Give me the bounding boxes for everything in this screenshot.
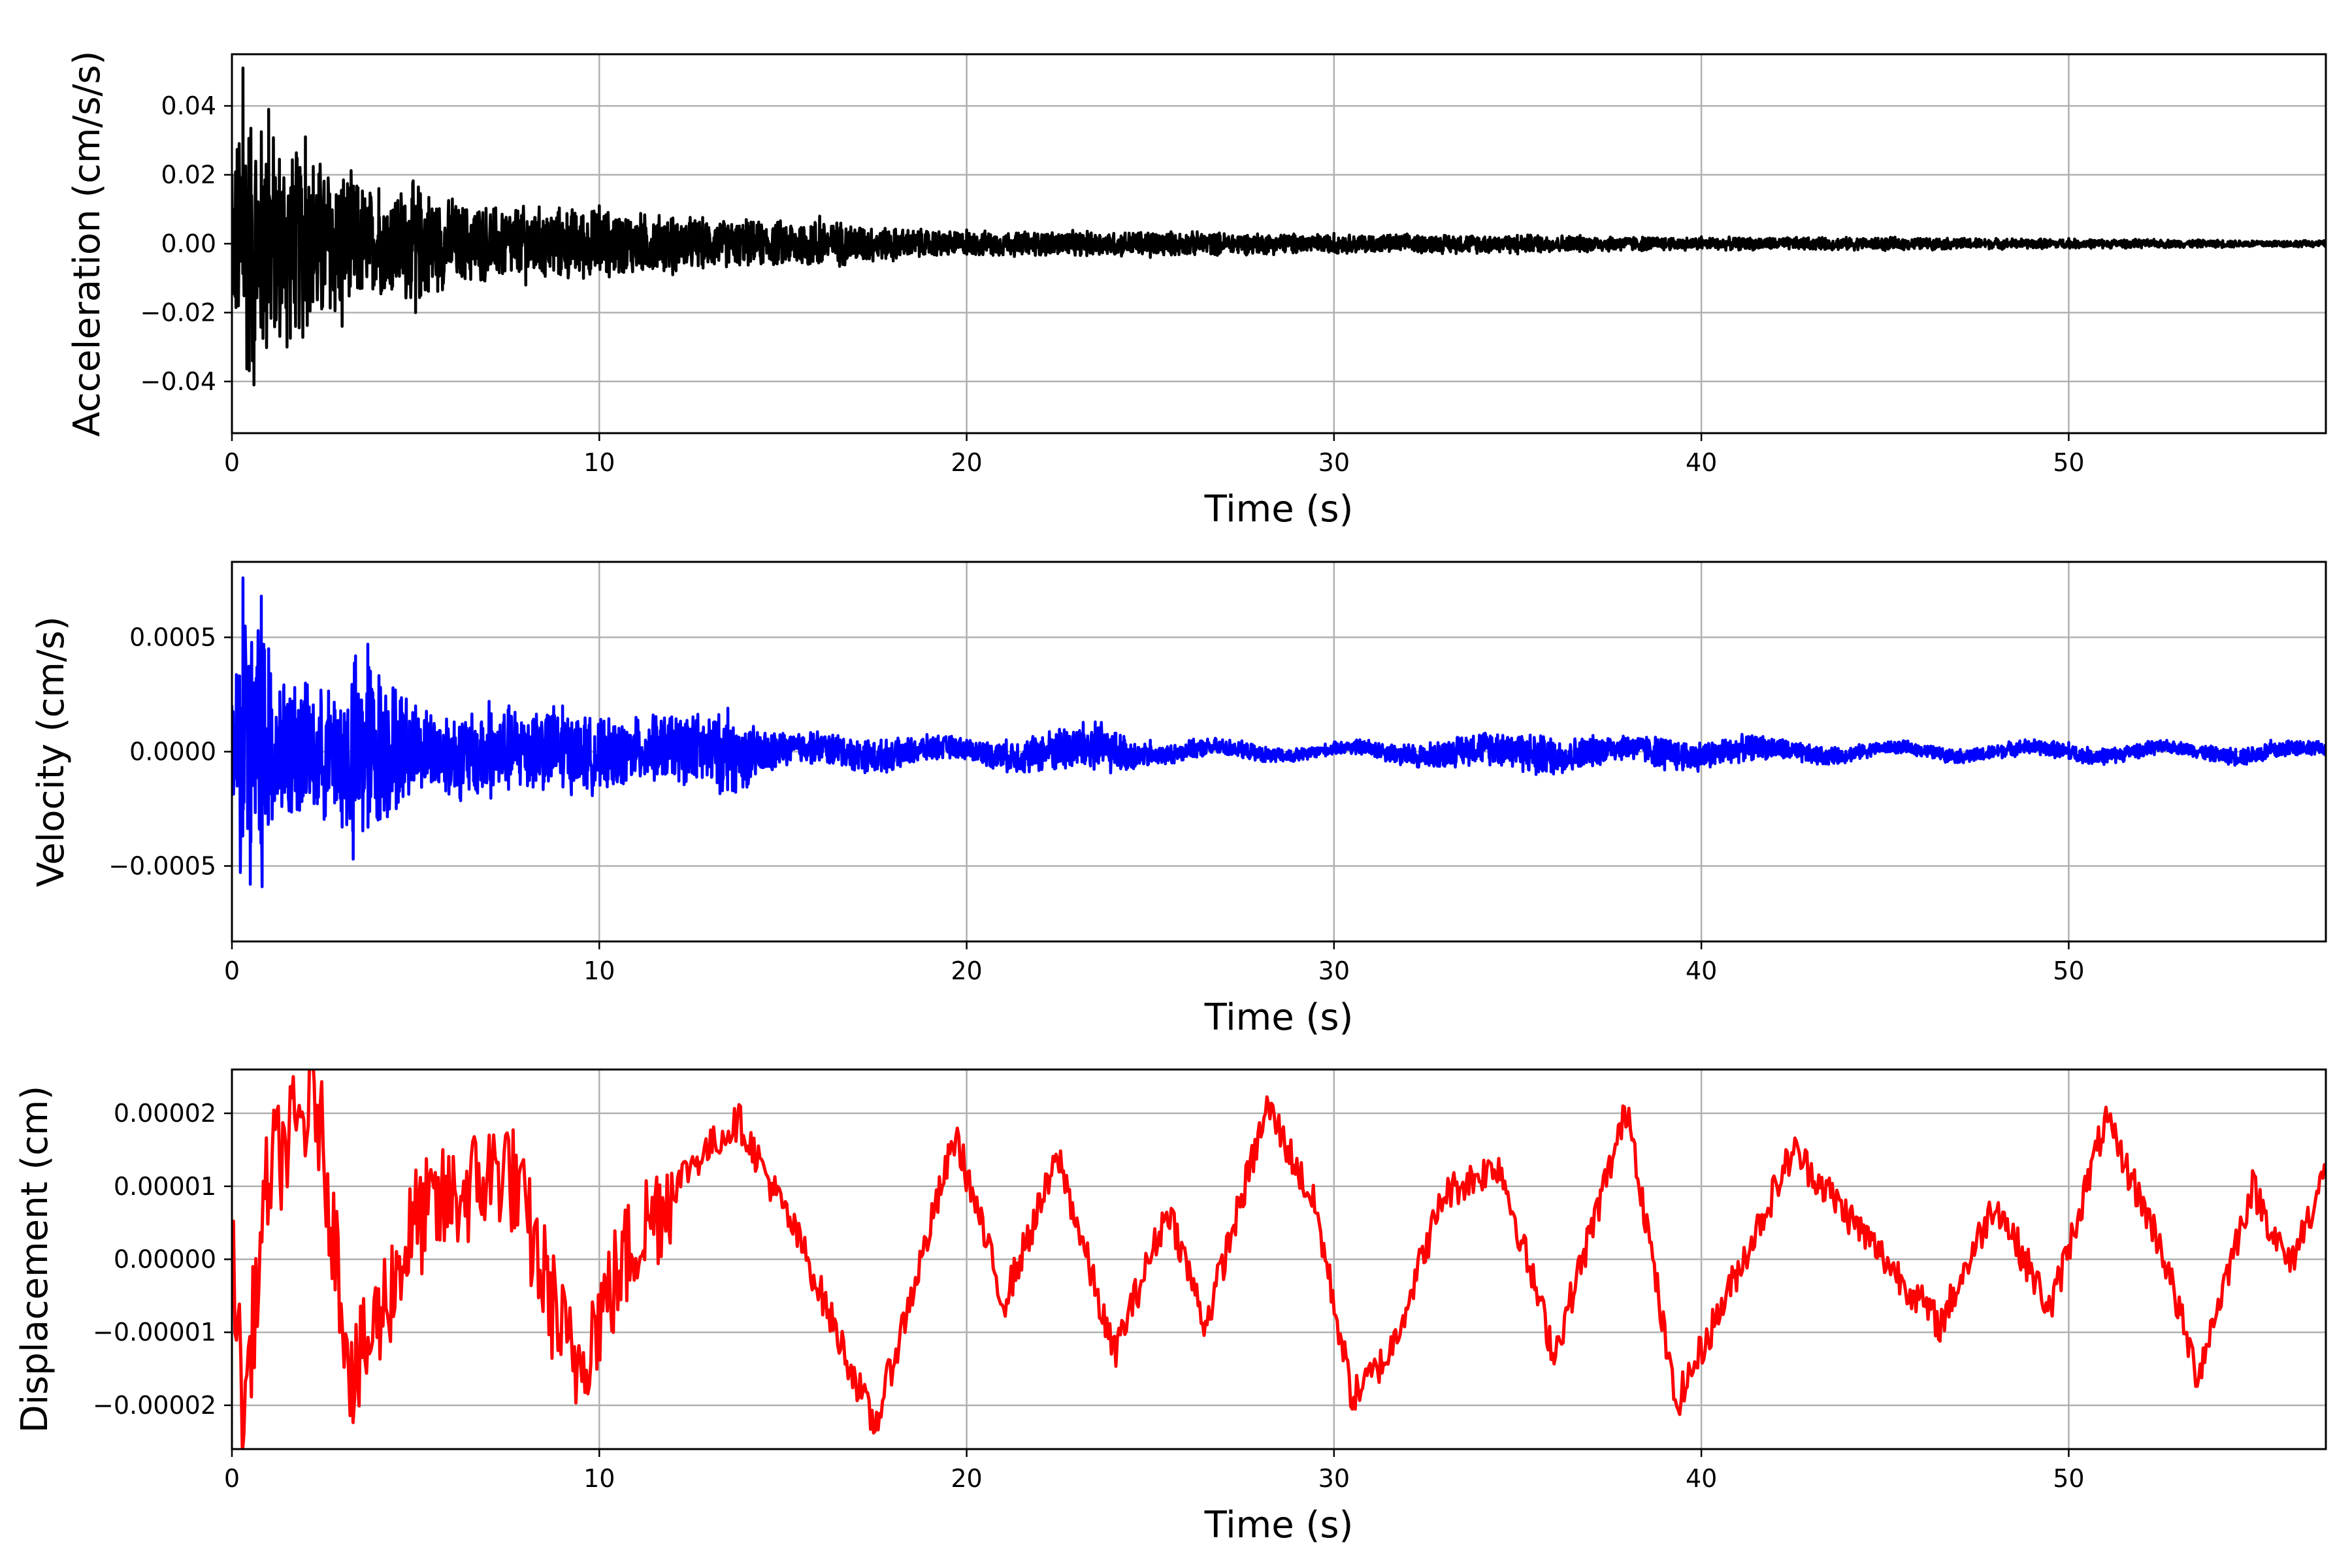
x-tick-label: 40 xyxy=(1686,1464,1717,1493)
x-tick-label: 20 xyxy=(951,1464,982,1493)
x-tick-label: 0 xyxy=(224,1464,240,1493)
x-tick-label: 50 xyxy=(2053,1464,2084,1493)
y-tick-label: 0.00001 xyxy=(114,1172,216,1201)
x-tick-label: 0 xyxy=(224,956,240,985)
y-tick-label: 0.04 xyxy=(161,91,216,120)
x-axis-label: Time (s) xyxy=(1204,1504,1354,1546)
x-tick-label: 50 xyxy=(2053,448,2084,477)
x-tick-label: 10 xyxy=(583,1464,615,1493)
x-tick-label: 30 xyxy=(1318,956,1350,985)
subplot-2: 0 10 20 30 40 50 −0.0005 0.0000 0.0005 Time (s) Ve… xyxy=(30,561,2327,1039)
y-tick-label: 0.00000 xyxy=(114,1245,216,1274)
subplot-1: 0 10 20 30 40 50 −0.04 −0.02 0.00 0.02 0.04 Time (s… xyxy=(66,51,2327,531)
y-tick-label: 0.00002 xyxy=(114,1099,216,1128)
x-tick-label: 30 xyxy=(1318,448,1350,477)
y-tick-label: −0.00001 xyxy=(93,1318,216,1347)
y-axis-label: Velocity (cm/s) xyxy=(30,616,73,887)
y-tick-label: 0.0000 xyxy=(129,738,216,766)
y-tick-label: −0.0005 xyxy=(108,852,216,881)
x-tick-label: 30 xyxy=(1318,1464,1350,1493)
series-line xyxy=(232,576,2326,889)
x-axis-label: Time (s) xyxy=(1204,488,1354,531)
x-tick-label: 40 xyxy=(1686,448,1717,477)
series-line xyxy=(232,66,2326,387)
y-tick-label: −0.02 xyxy=(140,298,216,327)
x-tick-label: 20 xyxy=(951,448,982,477)
x-tick-label: 50 xyxy=(2053,956,2084,985)
y-tick-label: 0.0005 xyxy=(129,623,216,652)
y-axis-label: Displacement (cm) xyxy=(14,1086,56,1433)
x-tick-label: 10 xyxy=(583,448,615,477)
x-tick-label: 0 xyxy=(224,448,240,477)
x-axis-label: Time (s) xyxy=(1204,996,1354,1039)
x-tick-label: 10 xyxy=(583,956,615,985)
series-line xyxy=(232,1070,2326,1449)
y-tick-label: 0.00 xyxy=(161,229,216,258)
subplot-3: 0 10 20 30 40 50 −0.00002 −0.00001 0.00000 0.0000… xyxy=(14,1068,2327,1546)
y-tick-label: 0.02 xyxy=(161,161,216,189)
y-tick-label: −0.04 xyxy=(140,367,216,396)
y-tick-label: −0.00002 xyxy=(93,1391,216,1420)
x-tick-label: 40 xyxy=(1686,956,1717,985)
x-tick-label: 20 xyxy=(951,956,982,985)
y-axis-label: Acceleration (cm/s/s) xyxy=(66,51,108,437)
